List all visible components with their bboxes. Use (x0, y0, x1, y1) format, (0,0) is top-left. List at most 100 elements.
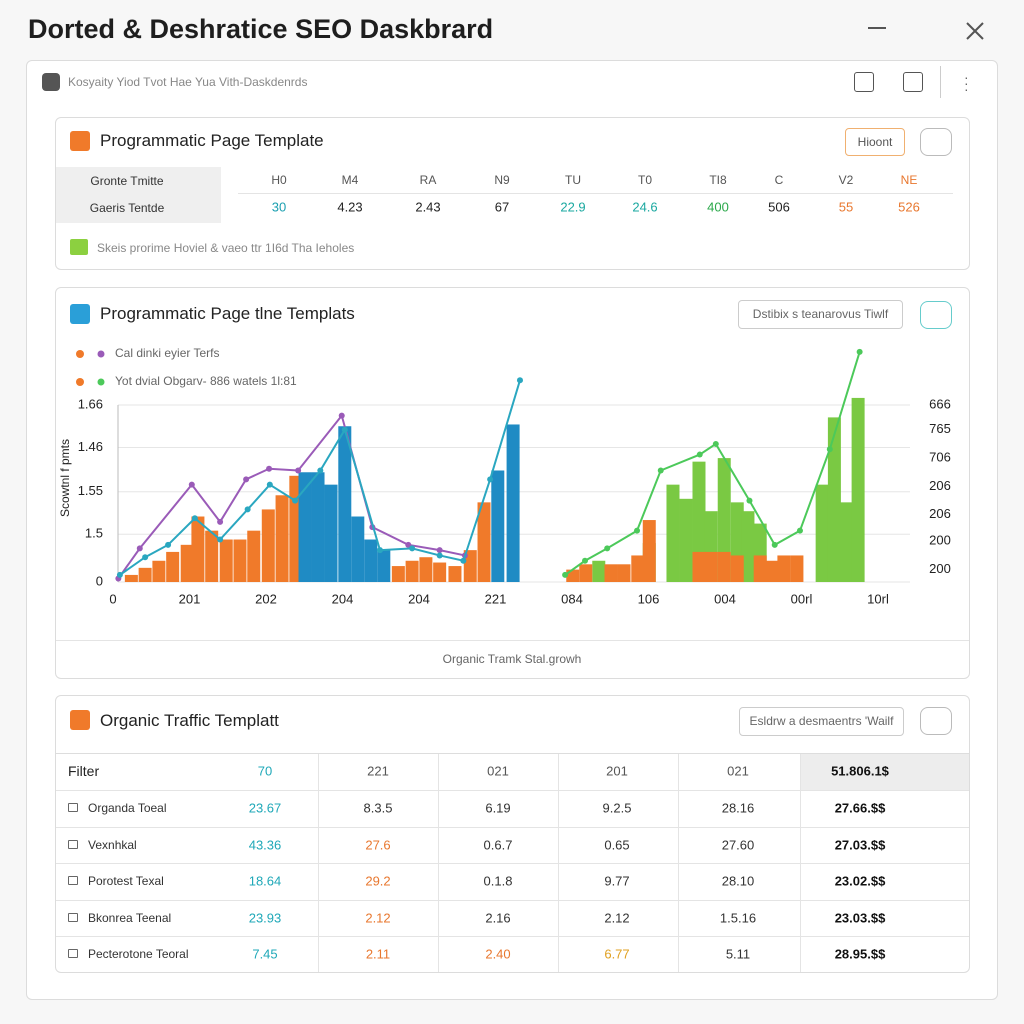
panel-button[interactable]: Hioont (845, 128, 905, 156)
y2-tick-label: 666 (929, 396, 951, 411)
bar (617, 564, 631, 582)
panel-button[interactable]: Esldrw a desmaentrs 'Wailf (739, 707, 904, 736)
bar (827, 417, 841, 582)
bar (298, 472, 312, 582)
column-header: T0 (637, 173, 653, 187)
point (188, 481, 195, 488)
point (317, 467, 324, 474)
bar (765, 560, 779, 582)
bar (338, 426, 352, 582)
bar (419, 557, 433, 582)
legend-label: Cal dinki eyier Terfs (115, 346, 219, 360)
x-tick-label: 204 (332, 591, 354, 606)
column-header: Filter (68, 763, 100, 779)
point (409, 545, 416, 552)
close-button[interactable] (920, 128, 952, 156)
bar (679, 498, 693, 582)
bar (642, 520, 656, 582)
window-controls[interactable] (860, 14, 1000, 48)
cell-value: 28.95.$$ (834, 946, 886, 962)
point (516, 377, 523, 384)
point (266, 481, 273, 488)
close-button[interactable] (920, 707, 952, 735)
panel-title: Programmatic Page Template (100, 131, 324, 150)
legend-dot (76, 378, 84, 386)
bar (851, 397, 865, 582)
cell-value: 67 (494, 199, 510, 215)
bar (205, 530, 219, 582)
cell-value: 29.2 (365, 873, 391, 889)
y-tick-label: 1.46 (78, 439, 103, 454)
toolbar-button[interactable] (903, 72, 923, 92)
cell-value: 8.3.5 (363, 800, 393, 816)
header-band (800, 753, 969, 790)
cell-value: 23.03.$$ (834, 910, 886, 926)
cell-value: 0.1.8 (483, 873, 513, 889)
bar (275, 495, 289, 582)
row-divider (56, 863, 969, 865)
x-tick-label: 10rl (867, 591, 889, 606)
cell-value: 526 (898, 199, 920, 215)
bar (592, 560, 606, 582)
cell-value: 6.77 (604, 946, 630, 962)
point (191, 515, 198, 522)
row-divider (56, 899, 969, 901)
panel-button[interactable]: Dstibix s teanarovus Tiwlf (738, 300, 903, 329)
row-label: Gaeris Tentde (89, 201, 165, 215)
y-tick-label: 1.5 (85, 526, 103, 541)
bar (405, 560, 419, 582)
cell-value: 2.11 (365, 946, 391, 962)
bar (730, 555, 744, 582)
row-divider (56, 790, 969, 791)
point (460, 557, 467, 564)
point (657, 467, 664, 474)
column-header: 021 (727, 763, 749, 779)
point (562, 571, 569, 578)
bar (741, 511, 755, 582)
y2-tick-label: 206 (929, 506, 951, 521)
close-button[interactable] (920, 301, 952, 329)
table-panel (55, 695, 970, 973)
toolbar-icon (42, 73, 60, 91)
row-icon (68, 912, 78, 922)
cell-value: 43.36 (248, 837, 282, 853)
bar (815, 484, 829, 582)
bar (839, 502, 853, 582)
y2-tick-label: 706 (929, 450, 951, 465)
cell-value: 23.02.$$ (834, 873, 886, 889)
point (634, 527, 641, 534)
bar (463, 550, 477, 582)
column-divider (678, 753, 679, 972)
cell-value: 24.6 (632, 199, 658, 215)
y2-tick-label: 765 (929, 421, 951, 436)
column-header: RA (419, 173, 437, 187)
cell-value: 2.43 (415, 199, 441, 215)
point (746, 497, 753, 504)
bar (666, 484, 680, 582)
row-label: Pecterotone Teoral (88, 947, 189, 962)
line (119, 379, 521, 576)
point (266, 465, 273, 472)
cell-value: 2.16 (485, 910, 511, 926)
column-header: V2 (838, 173, 854, 187)
cell-value: 4.23 (337, 199, 363, 215)
point (295, 467, 302, 474)
toolbar-menu[interactable]: · · · (964, 69, 969, 97)
line (117, 413, 466, 580)
cell-value: 0.65 (604, 837, 630, 853)
cell-value: 22.9 (560, 199, 586, 215)
y-tick-label: 1.66 (78, 396, 103, 411)
column-header: TI8 (709, 173, 727, 187)
point (244, 506, 251, 513)
point (436, 552, 443, 559)
panel-title: Organic Traffic Templatt (100, 711, 279, 730)
bar (692, 551, 706, 582)
row-icon (68, 949, 78, 959)
footnote: Skeis prorime Hoviel & vaeo ttr 1I6d Tha… (97, 241, 355, 255)
column-divider (800, 753, 801, 972)
toolbar-button[interactable] (854, 72, 874, 92)
point (142, 554, 149, 561)
bar (180, 544, 194, 582)
cell-value: 28.10 (721, 873, 755, 889)
